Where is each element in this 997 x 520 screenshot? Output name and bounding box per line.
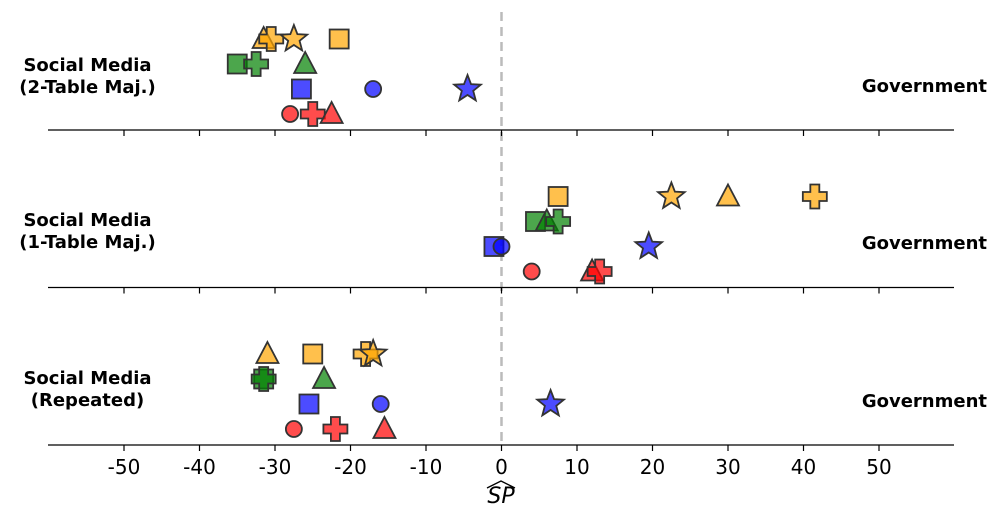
x-tick-label: -50 (108, 455, 141, 479)
marker-plus (545, 208, 572, 235)
marker-square (328, 28, 350, 50)
right-label-panel-2: Government (861, 233, 987, 254)
x-tick-label: -30 (259, 455, 292, 479)
marker-circle (364, 80, 383, 98)
marker-plus (258, 26, 285, 52)
marker-plus (586, 258, 613, 285)
marker-triangle (254, 340, 280, 364)
marker-circle (284, 420, 303, 438)
x-tick-label: -20 (334, 455, 367, 479)
panel-label-repeated: Social Media (Repeated) (23, 368, 152, 411)
marker-plus (801, 183, 828, 210)
x-tick-label: -40 (183, 455, 216, 479)
x-axis-label-hat (486, 480, 516, 489)
marker-star (655, 179, 688, 210)
marker-triangle (311, 365, 337, 389)
marker-circle (281, 105, 300, 123)
x-tick-label: 40 (791, 455, 816, 479)
x-tick-label: 30 (715, 455, 740, 479)
marker-circle (371, 395, 390, 413)
marker-plus (322, 416, 349, 442)
marker-plus (250, 366, 277, 392)
marker-triangle (319, 100, 345, 124)
marker-triangle (371, 415, 397, 439)
marker-circle (522, 262, 541, 281)
marker-star (534, 387, 567, 418)
marker-plus (243, 51, 270, 77)
marker-triangle (715, 182, 741, 207)
x-tick-label: 10 (564, 455, 589, 479)
x-tick-label: -10 (410, 455, 443, 479)
right-label-panel-3: Government (861, 391, 987, 412)
marker-square (298, 393, 320, 415)
right-label-panel-1: Government (861, 76, 987, 97)
marker-square (547, 186, 569, 207)
x-axis-label: SP (487, 484, 515, 509)
panel-label-1-table: Social Media (1-Table Maj.) (19, 210, 156, 253)
marker-square (302, 343, 324, 365)
x-tick-label: 0 (495, 455, 508, 479)
marker-circle (492, 237, 511, 256)
marker-square (291, 78, 312, 100)
x-tick-label: 50 (866, 455, 891, 479)
x-tick-label: 20 (640, 455, 665, 479)
marker-star (357, 337, 389, 368)
marker-star (633, 229, 665, 260)
marker-star (278, 22, 310, 53)
marker-plus (299, 101, 326, 127)
panel-label-2-table: Social Media (2-Table Maj.) (19, 55, 156, 98)
marker-triangle (292, 50, 318, 74)
marker-star (451, 72, 484, 103)
